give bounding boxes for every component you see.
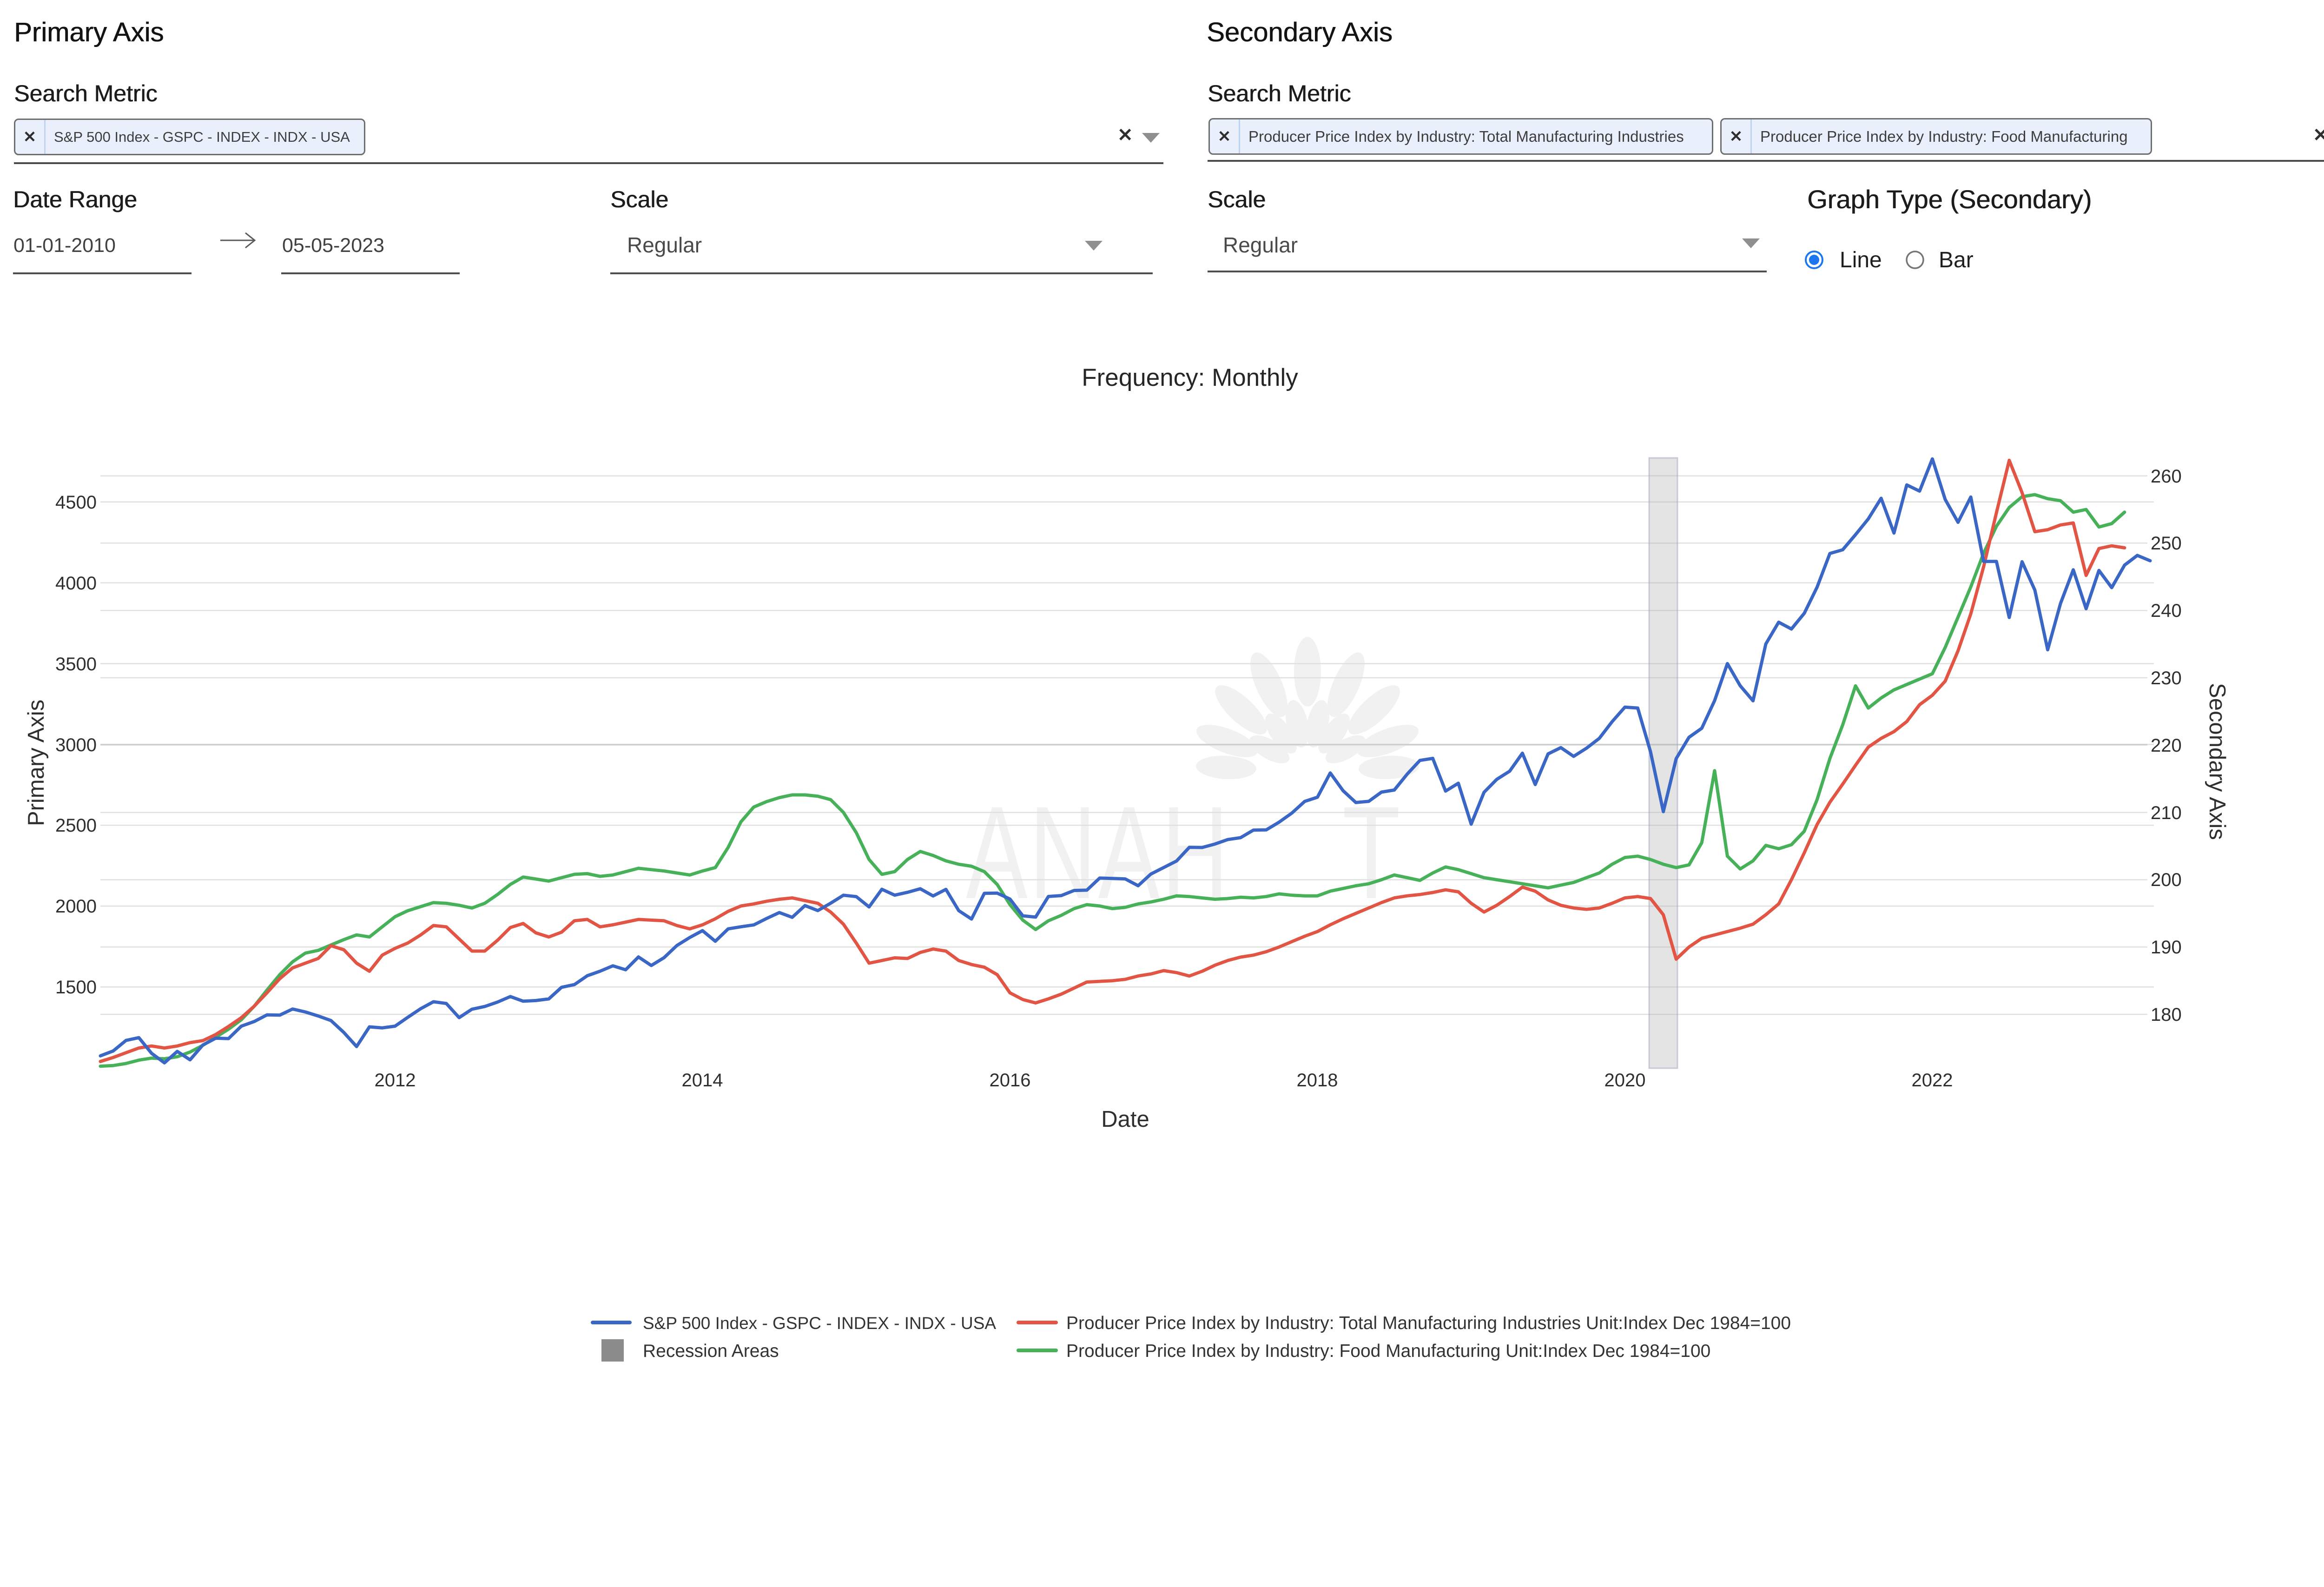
svg-text:Recession Areas: Recession Areas [643, 1341, 779, 1361]
svg-text:190: 190 [2151, 937, 2182, 958]
svg-text:250: 250 [2151, 533, 2182, 554]
svg-text:3500: 3500 [55, 654, 97, 674]
svg-text:2012: 2012 [375, 1070, 416, 1091]
svg-text:2018: 2018 [1297, 1070, 1338, 1091]
svg-text:4500: 4500 [55, 492, 97, 513]
svg-text:Producer Price Index by Indust: Producer Price Index by Industry: Food M… [1066, 1341, 1710, 1361]
svg-text:Date: Date [1101, 1107, 1149, 1132]
svg-text:ANAH: ANAH [966, 779, 1230, 926]
svg-text:T: T [1342, 779, 1400, 926]
svg-text:2500: 2500 [55, 815, 97, 836]
svg-text:S&P 500 Index - GSPC - INDEX -: S&P 500 Index - GSPC - INDEX - INDX - US… [643, 1314, 996, 1333]
svg-text:2022: 2022 [1912, 1070, 1953, 1091]
svg-text:240: 240 [2151, 601, 2182, 621]
svg-text:200: 200 [2151, 870, 2182, 890]
svg-text:Primary Axis: Primary Axis [24, 700, 49, 826]
svg-text:Secondary Axis: Secondary Axis [2205, 683, 2230, 840]
svg-text:2020: 2020 [1604, 1070, 1646, 1091]
svg-text:220: 220 [2151, 735, 2182, 756]
svg-text:210: 210 [2151, 803, 2182, 823]
svg-text:260: 260 [2151, 466, 2182, 487]
svg-text:230: 230 [2151, 668, 2182, 688]
svg-text:2014: 2014 [682, 1070, 723, 1091]
svg-text:4000: 4000 [55, 573, 97, 594]
svg-text:2000: 2000 [55, 896, 97, 917]
svg-text:1500: 1500 [55, 977, 97, 998]
svg-text:180: 180 [2151, 1005, 2182, 1025]
svg-text:3000: 3000 [55, 735, 97, 755]
svg-text:Producer Price Index by Indust: Producer Price Index by Industry: Total … [1066, 1313, 1791, 1333]
svg-text:2016: 2016 [990, 1070, 1031, 1091]
